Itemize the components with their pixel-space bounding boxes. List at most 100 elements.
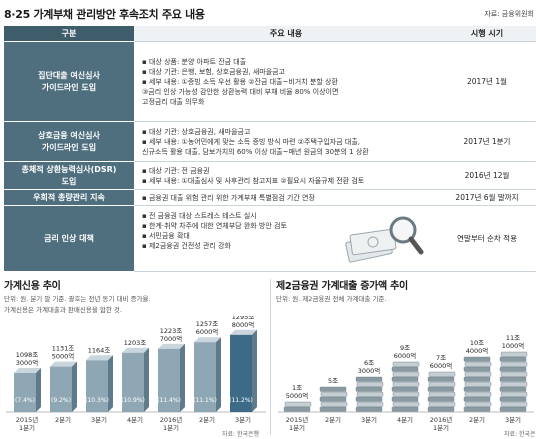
row-timing: 연말부터 순차 적용: [438, 206, 536, 272]
banknote-layer: [500, 401, 528, 407]
category-line: 집단대출 여신심사: [38, 70, 100, 80]
household-credit-panel: 가계신용 추이 단위: 원. 분기 말 기준. 괄호는 전년 동기 대비 증가율…: [4, 277, 268, 315]
value-label: 8000억: [232, 321, 255, 329]
nonbank-loan-panel: 제2금융권 가계대출 증가액 추이 단위: 원. 제2금융권 전체 가계대출 기…: [276, 277, 536, 304]
banknote-layer: [320, 391, 348, 397]
value-label: 3000억: [16, 359, 39, 367]
banknote-layer: [283, 406, 311, 412]
banknote-layer: [428, 401, 456, 407]
content-line: ▪ 한계·취약 차주에 대한 연체부담 완화 방안 검토: [142, 222, 287, 230]
panel-divider: [270, 279, 271, 435]
bar-side: [144, 347, 149, 412]
category-label: 2016년: [160, 415, 183, 424]
value-label: 5조: [328, 377, 338, 385]
banknote-layer: [319, 406, 347, 412]
bar-top: [14, 367, 41, 373]
banknote-layer: [464, 401, 492, 407]
banknote-layer: [463, 396, 491, 402]
category-label: 1분기: [163, 423, 179, 432]
banknote-layer: [428, 391, 456, 397]
content-line: ▪ 대상 기관: 은행, 보험, 상호금융권, 새마을금고: [142, 67, 286, 76]
category-label: 3분기: [505, 415, 521, 424]
banknote-layer: [356, 401, 384, 407]
banknote-layer: [319, 396, 347, 402]
household-credit-chart: (7.4%)1098조3000억2015년1분기(9.2%)1131조5000억…: [6, 316, 266, 432]
value-label: 1295조: [232, 316, 255, 321]
banknote-layer: [500, 361, 528, 367]
row-category: 금리 인상 대책: [4, 206, 134, 272]
bar: [14, 372, 36, 412]
value-label: 1131조: [52, 345, 75, 353]
nonbank-loan-chart: 1조5000억2015년1분기5조2분기6조3000억3분기9조6000억4분기…: [278, 334, 534, 432]
row-content: ▪ 대상 기관: 상호금융권, 새마을금고 ▪ 세부 내용: ①농어민에게 맞는…: [134, 122, 438, 162]
table-row: 우회적 총량관리 지속 ▪ 금융권 대출 위험 관리 위한 가계부채 특별점검 …: [4, 190, 536, 206]
header-category: 구분: [4, 26, 134, 42]
money-magnifier-illustration: [345, 216, 424, 263]
banknote-layer: [499, 406, 527, 412]
banknote-layer: [392, 381, 420, 387]
category-label: 2분기: [199, 415, 215, 424]
category-label: 3분기: [361, 415, 377, 424]
value-label: 6조: [364, 359, 374, 367]
value-label: 1164조: [88, 346, 111, 354]
banknote-layer: [355, 376, 383, 382]
household-credit-title: 가계신용 추이: [4, 281, 61, 292]
value-label: 6000억: [394, 352, 417, 360]
content-line: ▪ 금융권 대출 위험 관리 위한 가계부채 특별점검 기간 연장: [142, 193, 315, 202]
value-label: 1098조: [16, 351, 39, 359]
banknote-layer: [463, 356, 491, 362]
banknote-layer: [355, 396, 383, 402]
bar-top: [86, 355, 113, 361]
row-timing: 2016년 12월: [438, 162, 536, 190]
content-line: ▪ 세부 내용: ①농어민에게 맞는 소득 증빙 방식 마련 ②주택구입자금 대…: [142, 137, 361, 146]
value-label: 1조: [292, 384, 302, 392]
bar-top: [122, 347, 149, 353]
banknote-layer: [500, 381, 528, 387]
content-line: 신규소득 활용 대출, 담보가치의 60% 이상 대출~매년 원금의 30분의 …: [142, 147, 369, 156]
banknote-layer: [392, 391, 420, 397]
banknote-layer: [320, 401, 348, 407]
content-line: ▪ 제2금융권 건전성 관리 강화: [142, 242, 231, 250]
value-label: 10조: [470, 339, 484, 347]
banknote-layer: [463, 386, 491, 392]
category-line: 상호금융 여신심사: [38, 130, 100, 140]
bar: [230, 334, 252, 412]
bar-side: [180, 343, 185, 412]
content-line: ▪ 대상 기관: 상호금융권, 새마을금고: [142, 127, 251, 136]
growth-label: (11.1%): [193, 397, 217, 404]
growth-label: (10.9%): [121, 397, 145, 404]
content-line: ▪ 대상 기관: 전 금융권: [142, 166, 210, 175]
header-content: 주요 내용: [134, 26, 438, 42]
content-line: ▪ 대상 상품: 분양 아파트 잔금 대출: [142, 57, 247, 66]
bar: [122, 352, 144, 412]
category-label: 1분기: [19, 423, 35, 432]
growth-label: (7.4%): [15, 397, 35, 404]
category-line: 우회적 총량관리 지속: [33, 192, 105, 202]
table-header: 구분 주요 내용 시행 시기: [4, 26, 536, 42]
value-label: 1000억: [502, 342, 525, 350]
table-row: 집단대출 여신심사 가이드라인 도입 ▪ 대상 상품: 분양 아파트 잔금 대출…: [4, 42, 536, 122]
banknote-layer: [463, 406, 491, 412]
banknote-layer: [500, 391, 528, 397]
banknote-layer: [356, 391, 384, 397]
right-source: 자료: 한국은행: [504, 431, 536, 438]
bar: [50, 366, 72, 412]
banknote-layer: [284, 401, 312, 407]
value-label: 5000억: [286, 392, 309, 400]
bar-top: [194, 337, 221, 343]
banknote-layer: [499, 376, 527, 382]
banknote-layer: [499, 386, 527, 392]
value-label: 6000억: [196, 328, 219, 336]
banknote-layer: [427, 376, 455, 382]
banknote-layer: [427, 396, 455, 402]
content-line: ③금리 인상 가능성 감안한 상환능력 대비 부채 비율 80% 이상이면: [142, 87, 339, 96]
banknote-layer: [499, 366, 527, 372]
infographic-title: 8·25 가계부채 관리방안 후속조치 주요 내용: [4, 8, 205, 21]
bar-top: [158, 343, 185, 349]
table-row: 상호금융 여신심사 가이드라인 도입 ▪ 대상 기관: 상호금융권, 새마을금고…: [4, 122, 536, 162]
nonbank-loan-title: 제2금융권 가계대출 증가액 추이: [276, 281, 408, 292]
banknote-layer: [463, 376, 491, 382]
value-label: 6000억: [430, 362, 453, 370]
bar-side: [252, 329, 257, 412]
left-source: 자료: 한국은행: [222, 431, 260, 438]
